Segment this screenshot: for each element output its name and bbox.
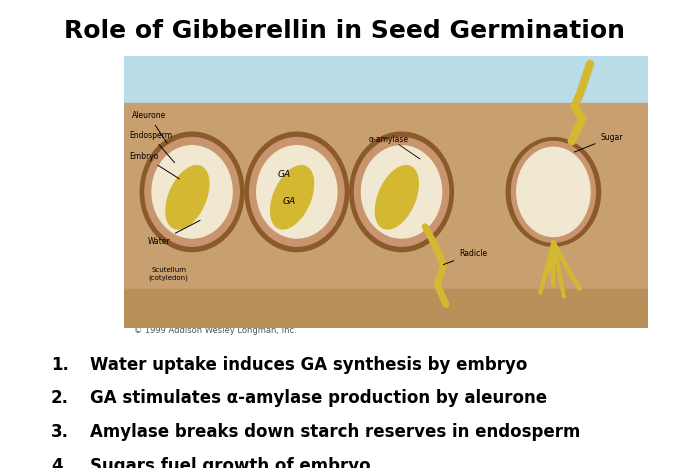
Ellipse shape xyxy=(152,146,232,238)
Text: GA: GA xyxy=(282,197,296,206)
Text: Role of Gibberellin in Seed Germination: Role of Gibberellin in Seed Germination xyxy=(64,19,625,43)
Bar xyxy=(124,102,648,328)
Text: Water: Water xyxy=(147,220,200,246)
Text: © 1999 Addison Wesley Longman, Inc.: © 1999 Addison Wesley Longman, Inc. xyxy=(134,326,297,335)
Text: α-amylase: α-amylase xyxy=(369,135,409,144)
Text: Embryo: Embryo xyxy=(130,152,179,179)
Ellipse shape xyxy=(506,138,601,246)
Ellipse shape xyxy=(511,141,595,242)
Text: Amylase breaks down starch reserves in endosperm: Amylase breaks down starch reserves in e… xyxy=(90,423,580,441)
Ellipse shape xyxy=(249,138,344,246)
Ellipse shape xyxy=(350,132,453,252)
Ellipse shape xyxy=(271,166,313,229)
Text: 3.: 3. xyxy=(51,423,69,441)
Text: 4.: 4. xyxy=(51,457,69,468)
Text: Scutellum
(cotyledon): Scutellum (cotyledon) xyxy=(149,268,189,281)
Ellipse shape xyxy=(141,132,244,252)
Ellipse shape xyxy=(145,138,239,246)
Text: GA: GA xyxy=(277,170,290,179)
Text: Water uptake induces GA synthesis by embryo: Water uptake induces GA synthesis by emb… xyxy=(90,356,527,373)
Text: Endosperm: Endosperm xyxy=(130,131,174,163)
Ellipse shape xyxy=(517,147,590,236)
Ellipse shape xyxy=(257,146,337,238)
Text: 2.: 2. xyxy=(51,389,69,407)
Ellipse shape xyxy=(166,166,209,229)
Text: GA stimulates α-amylase production by aleurone: GA stimulates α-amylase production by al… xyxy=(90,389,546,407)
Bar xyxy=(124,56,648,102)
Ellipse shape xyxy=(354,138,449,246)
Text: Radicle: Radicle xyxy=(444,249,487,264)
Text: 1.: 1. xyxy=(51,356,69,373)
Ellipse shape xyxy=(245,132,349,252)
Text: Sugars fuel growth of embryo: Sugars fuel growth of embryo xyxy=(90,457,370,468)
Text: Aleurone: Aleurone xyxy=(132,111,167,143)
Bar xyxy=(124,289,648,328)
Text: Sugar: Sugar xyxy=(575,132,623,152)
Ellipse shape xyxy=(362,146,442,238)
Ellipse shape xyxy=(376,166,418,229)
